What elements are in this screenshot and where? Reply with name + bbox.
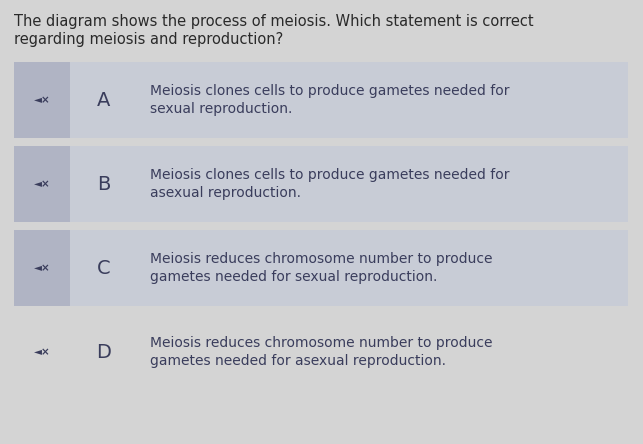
Bar	[14, 62, 628, 138]
Text: sexual reproduction.: sexual reproduction.	[150, 102, 293, 116]
Text: Meiosis clones cells to produce gametes needed for: Meiosis clones cells to produce gametes …	[150, 84, 509, 98]
Text: Meiosis reduces chromosome number to produce: Meiosis reduces chromosome number to pro…	[150, 336, 493, 350]
Bar	[14, 146, 628, 222]
Text: ◄×: ◄×	[33, 263, 50, 273]
Text: D: D	[96, 342, 111, 361]
Text: ◄×: ◄×	[33, 179, 50, 189]
Bar	[14, 230, 70, 306]
Text: Meiosis clones cells to produce gametes needed for: Meiosis clones cells to produce gametes …	[150, 168, 509, 182]
Bar	[14, 146, 70, 222]
Text: ◄×: ◄×	[33, 347, 50, 357]
Text: B: B	[97, 174, 111, 194]
Text: ◄×: ◄×	[33, 95, 50, 105]
Text: The diagram shows the process of meiosis. Which statement is correct: The diagram shows the process of meiosis…	[14, 14, 534, 29]
Text: Meiosis reduces chromosome number to produce: Meiosis reduces chromosome number to pro…	[150, 252, 493, 266]
Text: asexual reproduction.: asexual reproduction.	[150, 186, 301, 200]
Text: regarding meiosis and reproduction?: regarding meiosis and reproduction?	[14, 32, 284, 47]
Text: gametes needed for sexual reproduction.: gametes needed for sexual reproduction.	[150, 270, 437, 284]
Text: A: A	[97, 91, 111, 110]
Bar	[14, 62, 70, 138]
Bar	[14, 230, 628, 306]
Text: C: C	[97, 258, 111, 278]
Text: gametes needed for asexual reproduction.: gametes needed for asexual reproduction.	[150, 354, 446, 368]
